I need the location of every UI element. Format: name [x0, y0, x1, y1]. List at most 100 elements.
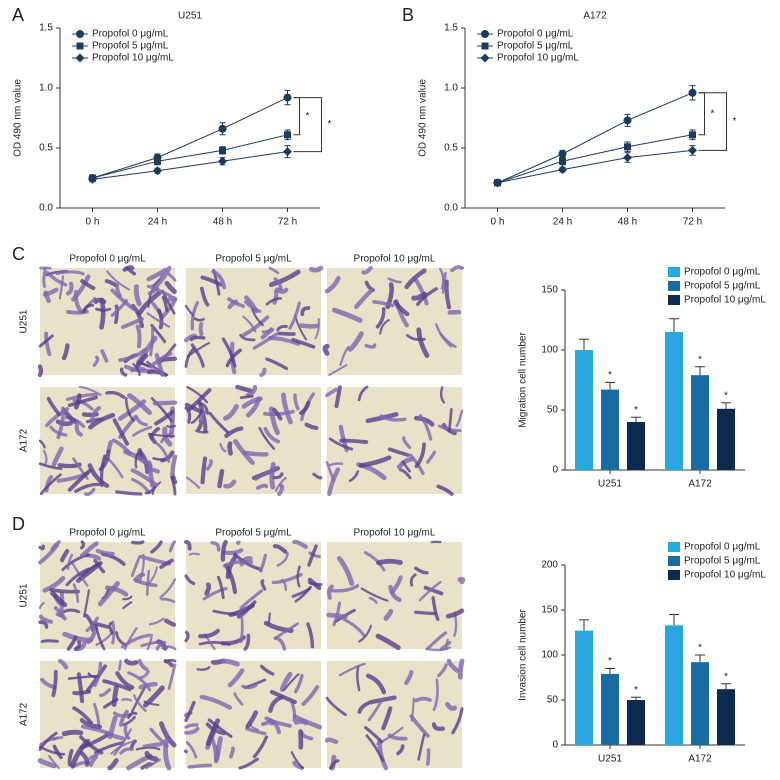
y-tick-label: 0 [552, 465, 558, 476]
cell [236, 540, 241, 546]
cell [418, 580, 442, 602]
cell [327, 467, 341, 497]
bar [575, 630, 593, 745]
cell [52, 744, 63, 760]
cell [291, 337, 316, 349]
cell [358, 624, 373, 643]
y-axis-label: Migration cell number [518, 332, 529, 428]
cell [74, 420, 83, 437]
cell [396, 744, 405, 756]
y-tick-label: 200 [541, 560, 558, 571]
cell [281, 392, 293, 425]
x-tick-label: 72 h [278, 217, 297, 228]
marker [558, 165, 567, 175]
cell [245, 384, 258, 398]
cell [184, 540, 192, 551]
micrograph [37, 658, 177, 771]
cell [416, 287, 439, 306]
cell [363, 551, 386, 572]
y-axis-label: OD 490 nm value [418, 79, 429, 157]
micrograph [184, 539, 323, 651]
cell [184, 726, 200, 735]
cell [102, 679, 132, 692]
bar [575, 350, 593, 470]
cell [38, 462, 63, 471]
cell [336, 556, 355, 586]
cell [200, 275, 223, 287]
cell [122, 595, 133, 601]
cell [135, 416, 148, 427]
cell [190, 410, 203, 425]
cell [296, 565, 301, 588]
micrograph [322, 265, 464, 377]
legend-label: Propofol 5 μg/mL [684, 281, 761, 292]
cell [149, 324, 155, 357]
cell [414, 278, 429, 306]
cell [66, 309, 89, 315]
cell [267, 612, 271, 625]
cell [146, 284, 172, 298]
y-axis-label: OD 490 nm value [13, 79, 24, 157]
cell [152, 457, 166, 461]
cell [154, 410, 175, 426]
cell [111, 438, 132, 456]
cell [184, 630, 190, 643]
cell [348, 470, 360, 483]
cell [115, 490, 143, 496]
chart-title: U251 [178, 11, 202, 22]
cell [100, 349, 109, 363]
error-bar [631, 416, 641, 422]
series-line [497, 149, 693, 184]
cell [157, 308, 164, 330]
cell [387, 733, 408, 741]
cell [61, 553, 90, 572]
error-bar [669, 318, 679, 332]
cell [198, 641, 231, 646]
series-line [92, 97, 288, 179]
cell [328, 759, 340, 770]
cell [73, 393, 82, 410]
y-tick-label: 0.0 [39, 203, 53, 214]
cell [221, 337, 237, 368]
cell [184, 574, 196, 586]
x-tick-label: A172 [688, 479, 712, 490]
cell [396, 456, 414, 470]
cell [223, 563, 238, 595]
marker [283, 147, 292, 157]
cell [414, 442, 426, 469]
cell [70, 738, 91, 768]
bar [665, 625, 683, 745]
series-line [497, 92, 693, 184]
legend-label: Propofol 5 μg/mL [497, 41, 574, 52]
cell [457, 658, 465, 680]
cell [224, 426, 244, 439]
cell [145, 758, 161, 770]
cell [402, 436, 412, 450]
cell [150, 540, 163, 554]
cell [199, 410, 207, 424]
cell [110, 288, 137, 312]
cell [82, 303, 95, 314]
cell [451, 707, 464, 735]
cell [149, 727, 169, 748]
column-header: Propofol 5 μg/mL [215, 254, 292, 265]
cell [259, 367, 267, 378]
row-label: A172 [19, 428, 30, 452]
cell [263, 426, 280, 444]
cell [290, 751, 305, 770]
cell [78, 385, 102, 396]
cell [200, 286, 210, 307]
cell [225, 554, 238, 580]
cell [107, 458, 124, 479]
cell [293, 673, 304, 694]
cell [233, 439, 255, 466]
cell [217, 468, 225, 489]
micrograph-bg [327, 661, 462, 768]
cell [265, 297, 282, 306]
legend-swatch [668, 295, 680, 305]
cell [88, 754, 99, 767]
cell [184, 723, 199, 729]
cell [409, 714, 430, 738]
bracket [698, 92, 727, 151]
cell [159, 578, 177, 599]
